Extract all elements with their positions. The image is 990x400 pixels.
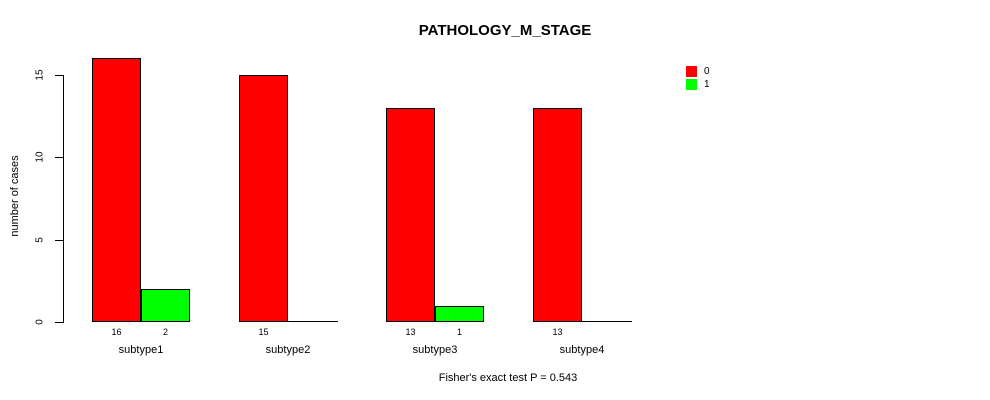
y-tick-label: 5: [34, 237, 46, 243]
legend-item-label: 0: [704, 66, 710, 77]
y-tick-label: 0: [34, 319, 46, 325]
bar-0-subtype4: [533, 108, 582, 322]
bar-count-label: 1: [456, 327, 462, 337]
y-tick-label: 10: [34, 151, 46, 163]
bar-0-subtype2: [239, 75, 288, 322]
footnote-stat-test: Fisher's exact test P = 0.543: [438, 372, 578, 384]
y-tick: [55, 157, 63, 158]
category-label-subtype2: subtype2: [265, 344, 311, 356]
bar-count-label: 13: [552, 327, 563, 337]
bar-1-subtype4-zero: [582, 321, 632, 322]
bar-1-subtype2-zero: [288, 321, 338, 322]
chart-title: PATHOLOGY_M_STAGE: [418, 22, 592, 39]
bar-count-label: 15: [258, 327, 269, 337]
y-axis-title: number of cases: [9, 155, 21, 237]
legend-item-0: 0: [686, 66, 710, 77]
legend-item-label: 1: [704, 79, 710, 90]
category-label-subtype4: subtype4: [559, 344, 605, 356]
y-tick-label: 15: [34, 69, 46, 81]
legend-swatch-1: [686, 79, 697, 90]
category-label-subtype1: subtype1: [118, 344, 164, 356]
bar-0-subtype1: [92, 58, 141, 322]
legend-swatch-0: [686, 66, 697, 77]
bar-count-label: 2: [162, 327, 168, 337]
category-label-subtype3: subtype3: [412, 344, 458, 356]
y-tick: [55, 240, 63, 241]
bar-count-label: 16: [111, 327, 122, 337]
y-tick: [55, 322, 63, 323]
bar-1-subtype1: [141, 289, 190, 322]
y-axis-line: [63, 75, 64, 323]
y-tick: [55, 75, 63, 76]
bar-0-subtype3: [386, 108, 435, 322]
bar-1-subtype3: [435, 306, 484, 322]
bar-count-label: 13: [405, 327, 416, 337]
legend-item-1: 1: [686, 79, 710, 90]
